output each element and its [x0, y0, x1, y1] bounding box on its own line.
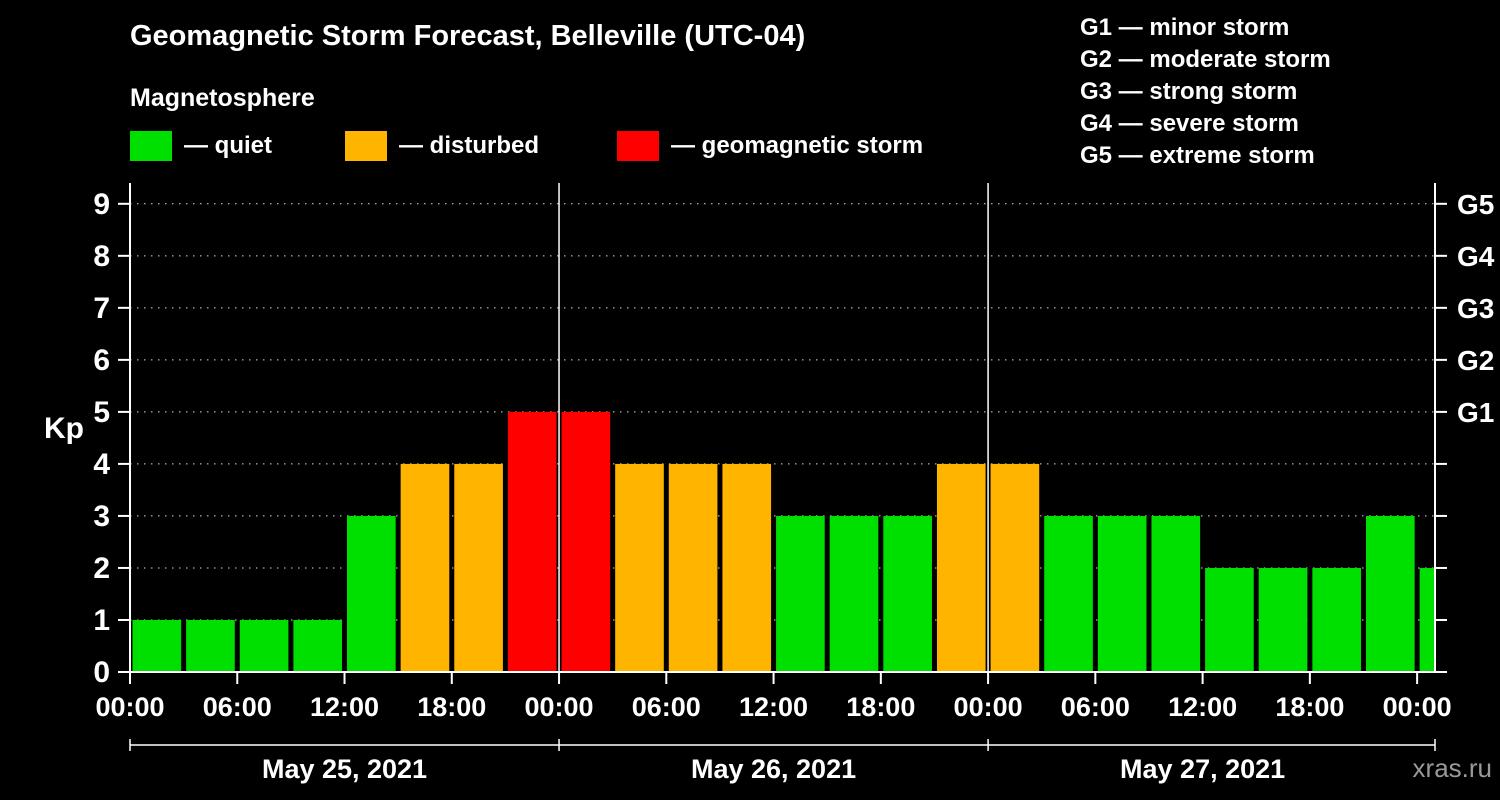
kp-bar	[1312, 567, 1361, 672]
y-tick-label: 1	[93, 604, 110, 637]
y-tick-label: 3	[93, 500, 110, 533]
x-tick-label: 12:00	[739, 692, 808, 722]
kp-bar	[454, 463, 503, 672]
watermark: xras.ru	[1412, 753, 1492, 783]
disturbed-color-swatch	[345, 131, 387, 161]
x-tick-label: 18:00	[1275, 692, 1344, 722]
kp-bar	[883, 515, 932, 672]
kp-bar	[615, 463, 664, 672]
g-scale-label: G2	[1457, 345, 1494, 376]
kp-bar	[347, 515, 396, 672]
y-tick-label: 0	[93, 656, 110, 689]
x-tick-label: 06:00	[1061, 692, 1130, 722]
g-scale-label: G1	[1457, 397, 1494, 428]
kp-bar	[561, 411, 611, 672]
kp-bar	[1258, 567, 1308, 672]
kp-bar	[776, 515, 825, 672]
magnetosphere-label: Magnetosphere	[130, 84, 315, 112]
x-tick-label: 18:00	[417, 692, 486, 722]
kp-bar	[722, 463, 772, 672]
legend-item-disturbed: — disturbed	[345, 131, 539, 161]
kp-bar	[1151, 515, 1201, 672]
storm-scale-legend: G1 — minor storm G2 — moderate storm G3 — …	[1080, 12, 1331, 172]
y-tick-label: 8	[93, 240, 110, 273]
storm-scale-item: G2 — moderate storm	[1080, 46, 1331, 73]
kp-bar	[1097, 515, 1147, 672]
kp-bar	[668, 463, 718, 672]
kp-bar	[186, 619, 235, 672]
x-tick-label: 06:00	[632, 692, 701, 722]
g-scale-label: G5	[1457, 189, 1494, 220]
kp-bar	[293, 619, 343, 672]
x-tick-label: 00:00	[525, 692, 594, 722]
kp-bar	[1419, 567, 1434, 672]
storm-scale-item: G4 — severe storm	[1080, 110, 1299, 137]
storm-scale-item: G1 — minor storm	[1080, 14, 1290, 41]
kp-bar	[1044, 515, 1093, 672]
day-label: May 26, 2021	[691, 754, 856, 784]
legend-item-storm: — geomagnetic storm	[617, 131, 923, 161]
x-tick-label: 00:00	[95, 692, 164, 722]
x-tick-label: 18:00	[846, 692, 915, 722]
g-scale-label: G4	[1457, 241, 1495, 272]
kp-bar	[132, 619, 182, 672]
x-tick-label: 12:00	[310, 692, 379, 722]
legend-item-quiet: — quiet	[130, 131, 272, 161]
kp-bar	[1365, 515, 1415, 672]
quiet-color-swatch	[130, 131, 172, 161]
x-tick-label: 00:00	[954, 692, 1023, 722]
kp-bar	[1205, 567, 1254, 672]
day-label: May 25, 2021	[262, 754, 427, 784]
kp-bar	[239, 619, 289, 672]
y-tick-label: 2	[93, 552, 110, 585]
x-tick-label: 00:00	[1383, 692, 1452, 722]
legend-label-disturbed: — disturbed	[399, 132, 540, 159]
y-tick-label: 9	[93, 188, 110, 221]
storm-scale-item: G5 — extreme storm	[1080, 142, 1315, 169]
g-scale-label: G3	[1457, 293, 1494, 324]
y-tick-label: 7	[93, 292, 110, 325]
x-tick-label: 06:00	[203, 692, 272, 722]
legend-label-storm: — geomagnetic storm	[671, 132, 924, 159]
storm-color-swatch	[617, 131, 659, 161]
y-tick-label: 5	[93, 396, 110, 429]
kp-bar	[990, 463, 1040, 672]
y-tick-label: 6	[93, 344, 110, 377]
kp-bar	[829, 515, 879, 672]
kp-bar	[507, 411, 557, 672]
legend-label-quiet: — quiet	[184, 132, 272, 159]
storm-scale-item: G3 — strong storm	[1080, 78, 1298, 105]
day-label: May 27, 2021	[1120, 754, 1285, 784]
x-tick-label: 12:00	[1168, 692, 1237, 722]
y-axis-title: Kp	[44, 412, 84, 445]
kp-bar	[936, 463, 986, 672]
chart-title: Geomagnetic Storm Forecast, Belleville (…	[130, 20, 806, 52]
y-tick-label: 4	[93, 448, 110, 481]
kp-bar	[400, 463, 450, 672]
